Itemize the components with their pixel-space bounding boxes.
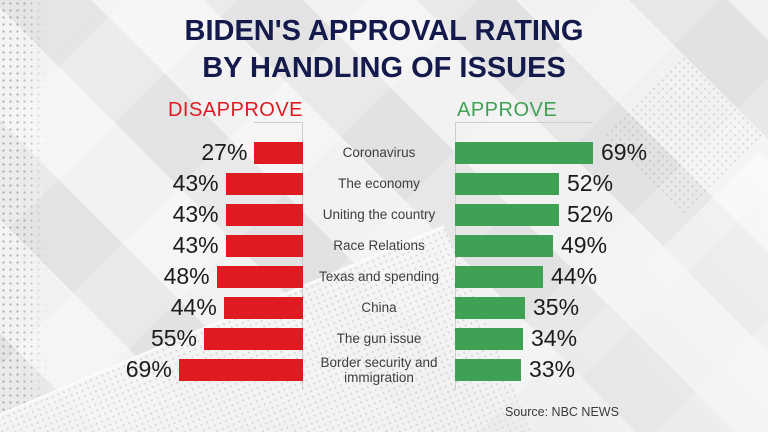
approve-bar (455, 141, 593, 164)
disapprove-cell: 43% (0, 170, 303, 197)
disapprove-cell: 48% (0, 263, 303, 290)
disapprove-value-label: 48% (163, 263, 210, 289)
chart-row: 43% The economy 52% (0, 168, 768, 199)
chart-row: 55% The gun issue 34% (0, 323, 768, 354)
approve-cell: 49% (455, 232, 768, 259)
chart-row: 69% Border security and immigration 33% (0, 354, 768, 385)
approve-bar (455, 203, 559, 226)
category-label: The economy (338, 176, 420, 191)
disapprove-bar (204, 327, 303, 350)
approve-bar (455, 296, 525, 319)
category-label: Border security and immigration (320, 354, 438, 385)
chart-row: 43% Race Relations 49% (0, 230, 768, 261)
chart-row: 27% Coronavirus 69% (0, 137, 768, 168)
chart-row: 48% Texas and spending 44% (0, 261, 768, 292)
approve-bar (455, 234, 553, 257)
approve-cell: 44% (455, 263, 768, 290)
approve-cell: 35% (455, 294, 768, 321)
approve-value-label: 35% (533, 294, 580, 320)
disapprove-value-label: 43% (172, 170, 219, 196)
approve-bar (455, 265, 543, 288)
disapprove-value-label: 69% (125, 356, 172, 382)
disapprove-cell: 43% (0, 201, 303, 228)
approve-cell: 69% (455, 139, 768, 166)
disapprove-bar (225, 203, 303, 226)
category-label: Uniting the country (322, 207, 436, 222)
approve-value-label: 52% (567, 201, 614, 227)
disapprove-bar (178, 358, 303, 381)
category-label: China (361, 300, 397, 315)
approve-value-label: 49% (561, 232, 608, 258)
disapprove-value-label: 55% (150, 325, 197, 351)
category-label: The gun issue (336, 331, 422, 346)
chart-row: 44% China 35% (0, 292, 768, 323)
approve-bar (455, 172, 559, 195)
disapprove-cell: 27% (0, 139, 303, 166)
approve-value-label: 44% (551, 263, 598, 289)
approve-value-label: 34% (531, 325, 578, 351)
disapprove-value-label: 44% (170, 294, 217, 320)
disapprove-value-label: 43% (172, 201, 219, 227)
approve-value-label: 33% (529, 356, 576, 382)
approve-column-header: APPROVE (457, 99, 558, 121)
approve-value-label: 52% (567, 170, 614, 196)
disapprove-value-label: 27% (201, 139, 248, 165)
approve-cell: 52% (455, 201, 768, 228)
disapprove-bar (225, 234, 303, 257)
chart-title: BIDEN'S APPROVAL RATING BY HANDLING OF I… (0, 13, 768, 87)
category-label: Texas and spending (318, 269, 440, 284)
approve-axis-top-line (455, 122, 593, 123)
chart-title-line2: BY HANDLING OF ISSUES (202, 52, 566, 84)
category-label: Coronavirus (342, 145, 416, 160)
disapprove-cell: 44% (0, 294, 303, 321)
disapprove-bar (223, 296, 303, 319)
approve-value-label: 69% (601, 139, 648, 165)
chart-title-line1: BIDEN'S APPROVAL RATING (184, 15, 584, 47)
disapprove-value-label: 43% (172, 232, 219, 258)
disapprove-cell: 69% (0, 356, 303, 383)
halftone-dots-left-edge (0, 0, 50, 432)
disapprove-cell: 43% (0, 232, 303, 259)
disapprove-bar (225, 172, 303, 195)
approve-cell: 34% (455, 325, 768, 352)
diverging-bar-chart: 27% Coronavirus 69% 43% The economy 52% … (0, 137, 768, 385)
disapprove-column-header: DISAPPROVE (167, 99, 303, 121)
disapprove-bar (254, 141, 303, 164)
category-label: Race Relations (333, 238, 425, 253)
approve-cell: 33% (455, 356, 768, 383)
disapprove-bar (216, 265, 303, 288)
chart-row: 43% Uniting the country 52% (0, 199, 768, 230)
disapprove-axis-top-line (254, 122, 303, 123)
approve-cell: 52% (455, 170, 768, 197)
disapprove-cell: 55% (0, 325, 303, 352)
source-attribution: Source: NBC NEWS (505, 405, 619, 419)
approve-bar (455, 358, 521, 381)
approve-bar (455, 327, 523, 350)
